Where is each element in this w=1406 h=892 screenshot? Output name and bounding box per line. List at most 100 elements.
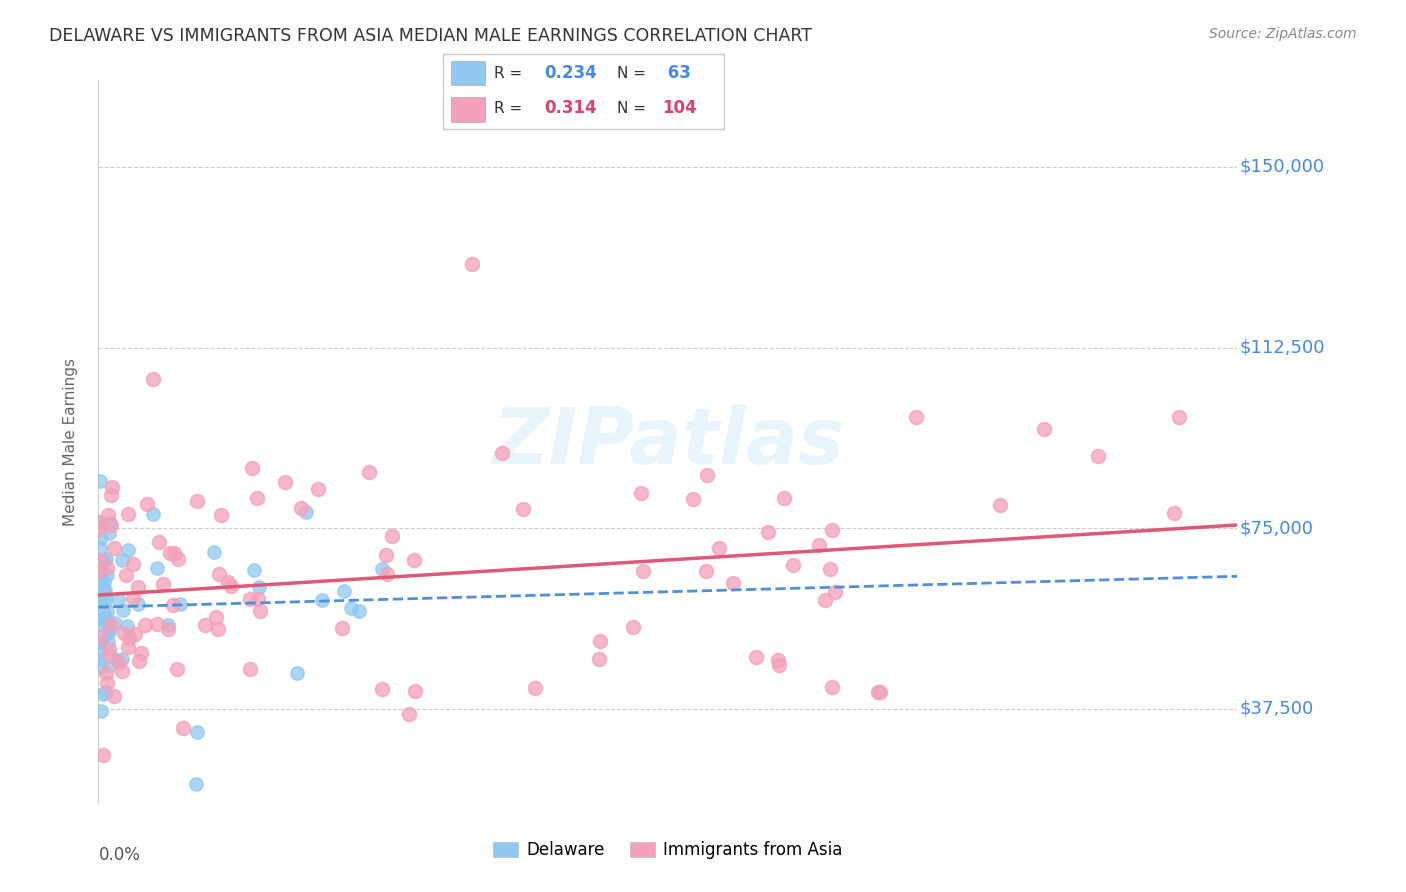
Point bbox=[87, 515, 110, 529]
Point bbox=[97, 526, 120, 541]
Text: 63: 63 bbox=[662, 64, 692, 82]
Point bbox=[491, 446, 513, 460]
Point bbox=[375, 549, 398, 563]
Point bbox=[768, 658, 790, 673]
Point bbox=[184, 776, 207, 790]
Point bbox=[103, 689, 125, 703]
Point bbox=[696, 467, 718, 482]
Point bbox=[128, 654, 150, 668]
Point bbox=[145, 561, 167, 575]
Point bbox=[162, 599, 184, 613]
Point bbox=[96, 625, 118, 640]
Point bbox=[108, 655, 131, 669]
Point bbox=[93, 582, 115, 597]
Text: $150,000: $150,000 bbox=[1240, 158, 1324, 176]
Point bbox=[330, 621, 353, 635]
Point bbox=[93, 554, 115, 568]
Point bbox=[332, 584, 354, 599]
Point bbox=[357, 466, 380, 480]
Point bbox=[821, 523, 844, 537]
Point bbox=[207, 622, 229, 636]
Point bbox=[1032, 422, 1054, 436]
Point bbox=[868, 684, 890, 698]
Point bbox=[104, 615, 127, 630]
Point bbox=[91, 591, 114, 606]
Point bbox=[461, 257, 484, 271]
Point bbox=[87, 557, 110, 571]
Point bbox=[87, 652, 110, 666]
Point bbox=[204, 545, 226, 559]
Point bbox=[96, 593, 118, 607]
Legend: Delaware, Immigrants from Asia: Delaware, Immigrants from Asia bbox=[494, 841, 842, 860]
Point bbox=[101, 481, 124, 495]
Point bbox=[98, 648, 121, 663]
Point bbox=[127, 597, 149, 611]
Point bbox=[630, 485, 652, 500]
Point bbox=[111, 603, 134, 617]
Point bbox=[381, 528, 404, 542]
Point bbox=[91, 611, 114, 625]
Point bbox=[247, 580, 270, 594]
Point bbox=[100, 518, 122, 533]
Point bbox=[166, 662, 188, 676]
Point bbox=[1087, 449, 1109, 463]
Point bbox=[721, 576, 744, 591]
Point bbox=[274, 475, 297, 489]
Point bbox=[94, 685, 117, 699]
Point bbox=[96, 623, 118, 637]
Point bbox=[398, 706, 420, 721]
Point bbox=[89, 541, 111, 555]
Point bbox=[90, 618, 112, 632]
Point bbox=[142, 507, 165, 521]
Point bbox=[117, 543, 139, 558]
Point bbox=[90, 704, 112, 718]
Point bbox=[239, 591, 262, 606]
Point bbox=[290, 500, 312, 515]
Point bbox=[904, 409, 927, 424]
Point bbox=[824, 584, 846, 599]
Point bbox=[96, 567, 118, 582]
Point bbox=[110, 652, 132, 666]
Point bbox=[1163, 506, 1185, 520]
Point bbox=[96, 604, 118, 618]
Point bbox=[163, 546, 186, 560]
Point bbox=[295, 505, 318, 519]
Point bbox=[186, 494, 208, 508]
Point bbox=[339, 601, 361, 615]
Point bbox=[134, 618, 156, 632]
Point bbox=[89, 566, 111, 580]
Point bbox=[756, 525, 779, 540]
Point bbox=[589, 633, 612, 648]
Point bbox=[745, 650, 768, 665]
Point bbox=[512, 502, 534, 516]
Point bbox=[242, 563, 264, 577]
Point bbox=[112, 626, 135, 640]
Point bbox=[97, 635, 120, 649]
Point bbox=[98, 658, 121, 673]
Text: DELAWARE VS IMMIGRANTS FROM ASIA MEDIAN MALE EARNINGS CORRELATION CHART: DELAWARE VS IMMIGRANTS FROM ASIA MEDIAN … bbox=[49, 27, 813, 45]
Point bbox=[821, 680, 844, 694]
Text: Source: ZipAtlas.com: Source: ZipAtlas.com bbox=[1209, 27, 1357, 41]
Text: 104: 104 bbox=[662, 99, 697, 117]
Point bbox=[89, 516, 111, 530]
Point bbox=[100, 617, 122, 632]
Point bbox=[142, 372, 165, 386]
Point bbox=[90, 614, 112, 628]
Point bbox=[93, 585, 115, 599]
Point bbox=[107, 653, 129, 667]
Point bbox=[115, 619, 138, 633]
Y-axis label: Median Male Earnings: Median Male Earnings bbox=[63, 358, 77, 525]
Point bbox=[156, 618, 179, 632]
Point bbox=[98, 516, 121, 530]
Point bbox=[89, 647, 111, 661]
Text: R =: R = bbox=[494, 101, 527, 116]
Point bbox=[90, 659, 112, 673]
Point bbox=[375, 566, 398, 581]
Point bbox=[89, 474, 111, 488]
Point bbox=[208, 567, 231, 582]
Point bbox=[103, 541, 125, 556]
Point bbox=[96, 561, 118, 575]
Point bbox=[307, 482, 329, 496]
Point bbox=[240, 460, 263, 475]
Point bbox=[91, 747, 114, 762]
